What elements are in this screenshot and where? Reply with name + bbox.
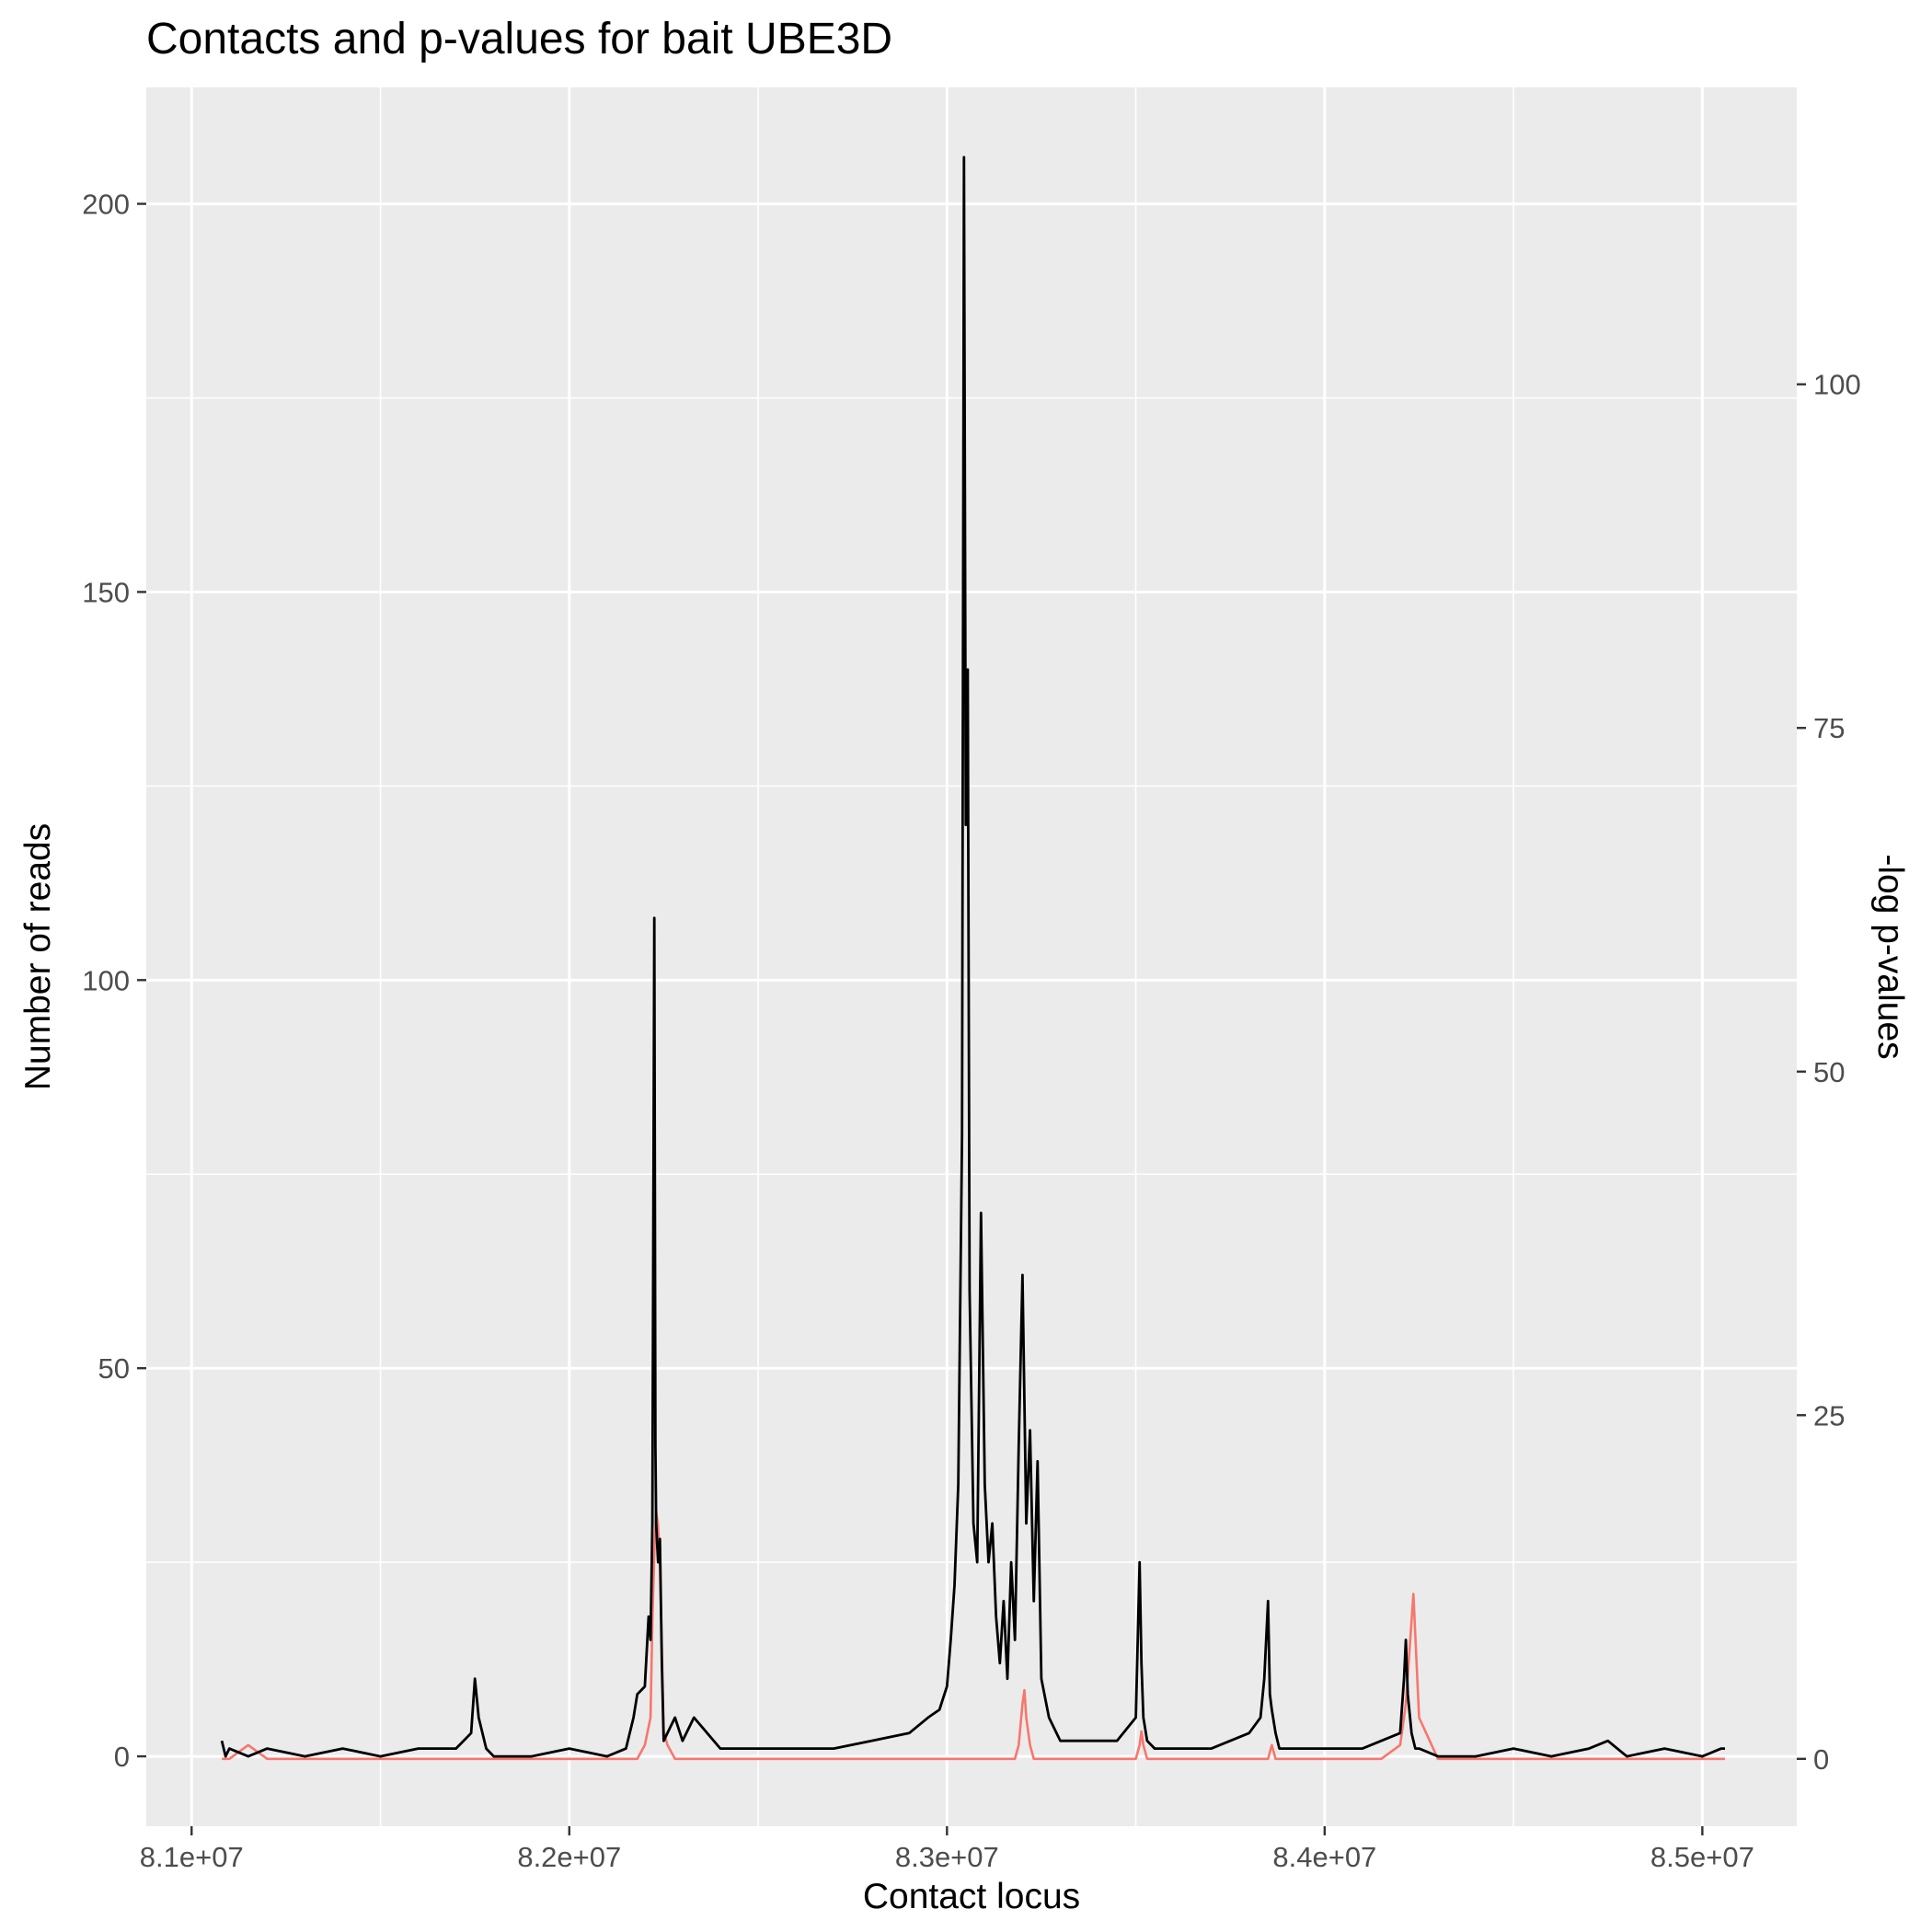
chart-title: Contacts and p-values for bait UBE3D [146, 15, 892, 63]
series-line-1-left-axis [220, 155, 1725, 1758]
grid-minor [146, 87, 1797, 1826]
x-tick-label-2: 8.3e+07 [895, 1841, 999, 1873]
x-tick-label-0: 8.1e+07 [140, 1841, 244, 1873]
x-tick-label-1: 8.2e+07 [517, 1841, 621, 1873]
y-tick-label-2: 100 [82, 964, 130, 996]
x-axis-title: Contact locus [863, 1877, 1080, 1916]
x-tick-label-3: 8.4e+07 [1272, 1841, 1376, 1873]
y-tick-label-1: 50 [98, 1352, 130, 1385]
y2-tick-label-3: 75 [1813, 712, 1845, 744]
series-layer [220, 155, 1725, 1761]
series-line-0-right-axis [222, 1510, 1725, 1761]
y2-tick-label-0: 0 [1813, 1743, 1829, 1776]
plot-panel [146, 87, 1797, 1826]
y-tick-label-3: 150 [82, 576, 130, 608]
y2-tick-label-4: 100 [1813, 369, 1861, 401]
y-axis-title: Number of reads [18, 823, 58, 1090]
grid-major [146, 87, 1797, 1826]
y2-axis-title: -log p-values [1870, 854, 1910, 1059]
y-tick-label-4: 200 [82, 189, 130, 221]
y2-tick-label-1: 25 [1813, 1399, 1845, 1432]
y-tick-label-0: 0 [114, 1741, 130, 1773]
axes-layer: 8.1e+07 8.2e+07 8.3e+07 8.4e+07 8.5e+07 0 50 10… [82, 189, 1860, 1873]
x-tick-label-4: 8.5e+07 [1650, 1841, 1754, 1873]
y2-tick-label-2: 50 [1813, 1056, 1845, 1088]
